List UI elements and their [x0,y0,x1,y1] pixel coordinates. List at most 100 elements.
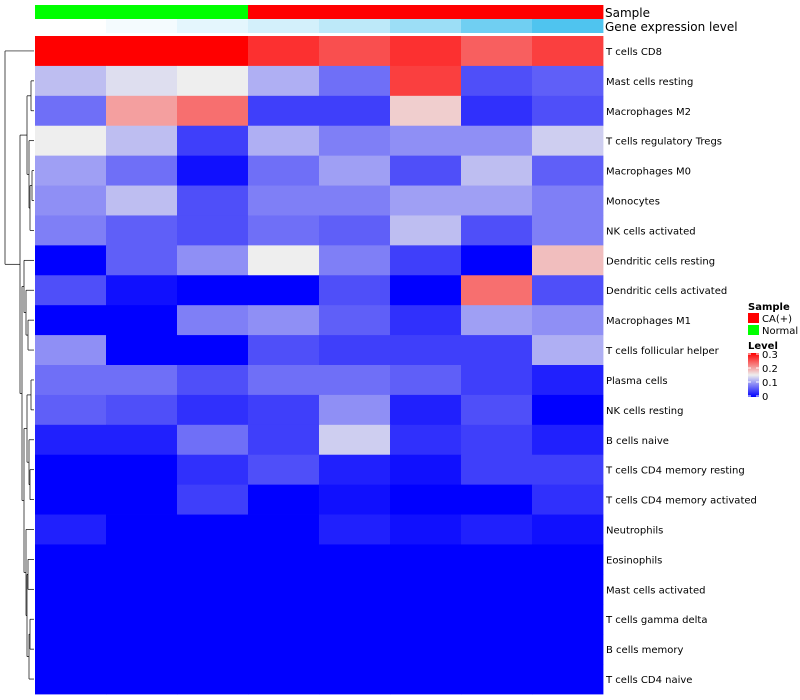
sample-annotation-cell [248,5,320,19]
heatmap-cell [532,245,604,276]
heatmap-cell [319,275,391,306]
heatmap-cell [461,514,533,545]
heatmap-cell [390,275,462,306]
heatmap-cell [177,275,249,306]
row-label: T cells CD8 [605,47,662,58]
expression-annotation-cell [248,19,320,33]
heatmap-cell [532,185,604,216]
heatmap-cell [35,604,107,635]
heatmap-cell [532,664,604,695]
legend-tick-0.1: 0.1 [762,378,778,389]
annotation-label-expression: Gene expression level [605,20,738,34]
expression-annotation-cell [390,19,462,33]
legend-swatch-ca [748,313,759,323]
heatmap-cell [461,574,533,605]
heatmap-cell [248,604,320,635]
heatmap-cell [532,484,604,515]
heatmap-cell [390,305,462,336]
row-dendrogram [4,50,34,680]
heatmap-cell [461,365,533,396]
heatmap-cell [177,305,249,336]
heatmap-cell [319,215,391,246]
heatmap-cell [461,245,533,276]
heatmap-cell [177,335,249,366]
heatmap-cell [35,305,107,336]
heatmap-cell [106,245,178,276]
heatmap-cell [106,604,178,635]
legend-color-bar [748,353,759,397]
heatmap-cell [319,394,391,426]
heatmap-cell [106,424,178,456]
heatmap-cell [35,365,107,396]
legend-sample-title: Sample [748,302,790,313]
heatmap-cell [106,514,178,545]
heatmap-cell [106,574,178,605]
heatmap-cell [319,424,391,456]
heatmap-cell [106,65,178,97]
row-label: Macrophages M2 [606,107,691,118]
heatmap-cell [390,484,462,515]
heatmap-cell [390,125,462,157]
heatmap-cell [532,95,604,127]
heatmap-cell [177,574,249,605]
heatmap-cell [532,574,604,605]
heatmap-cell [390,185,462,216]
heatmap-cell [177,484,249,515]
heatmap-cell [177,155,249,186]
heatmap-cell [390,544,462,575]
heatmap-cell [461,155,533,186]
sample-annotation-cell [319,5,391,19]
heatmap-cell [319,65,391,97]
heatmap-cell [461,215,533,246]
legend-tick-0: 0 [762,392,768,403]
heatmap-cell [177,185,249,216]
heatmap-cell [177,664,249,695]
row-label: Eosinophils [606,555,662,566]
expression-annotation-cell [461,19,533,33]
heatmap-cell [461,424,533,456]
heatmap-cell [177,245,249,276]
heatmap-cell [390,95,462,127]
legend-label-normal: Normal [762,326,798,337]
heatmap-cell [106,634,178,665]
heatmap-cell [319,305,391,336]
heatmap-cell [461,125,533,157]
heatmap-cell [35,424,107,456]
sample-annotation-cell [106,5,178,19]
heatmap-cell [461,305,533,336]
heatmap-cell [177,454,249,486]
heatmap-cell [390,65,462,97]
expression-annotation-cell [319,19,391,33]
expression-annotation-cell [35,19,107,33]
heatmap-cell [532,424,604,456]
heatmap-cell [390,424,462,456]
row-label: NK cells activated [606,226,696,237]
heatmap-cell [532,394,604,426]
heatmap-cell [390,36,462,67]
heatmap-cell [532,305,604,336]
heatmap-cell [248,185,320,216]
heatmap-cell [390,574,462,605]
heatmap-cell [35,36,107,67]
heatmap-cell [35,664,107,695]
heatmap-cell [532,544,604,575]
heatmap-cell [319,664,391,695]
heatmap-cell [390,335,462,366]
heatmap-cell [177,215,249,246]
heatmap-cell [532,65,604,97]
row-label: Dendritic cells resting [606,256,715,267]
heatmap-cell [35,125,107,157]
heatmap-cell [461,95,533,127]
legend-swatch-normal [748,325,759,335]
heatmap-cell [177,634,249,665]
sample-annotation-cell [35,5,107,19]
row-label: T cells gamma delta [605,615,707,626]
heatmap-cell [390,604,462,635]
heatmap-cell [177,424,249,456]
heatmap-cell [532,215,604,246]
heatmap-cell [106,454,178,486]
heatmap-cell [177,514,249,545]
heatmap-cell [35,514,107,545]
heatmap-cell [248,544,320,575]
